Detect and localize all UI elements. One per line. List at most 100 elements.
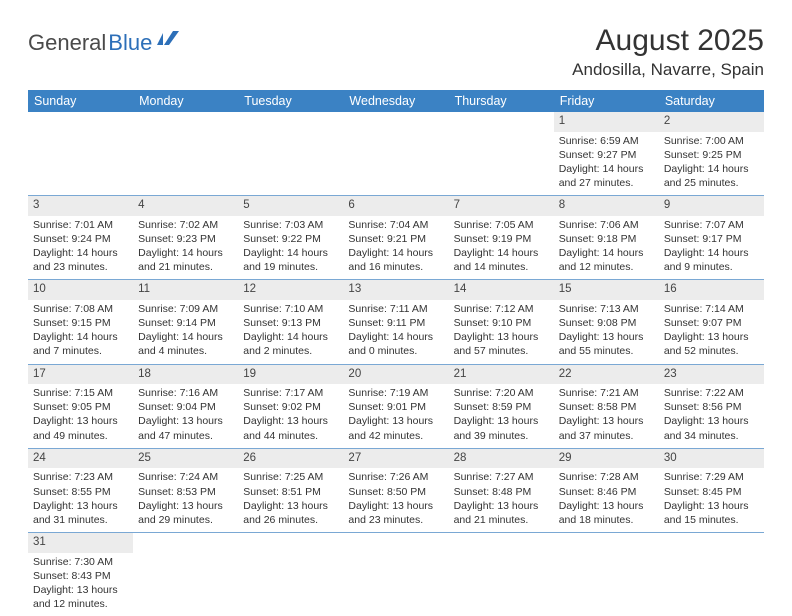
weekday-header-row: Sunday Monday Tuesday Wednesday Thursday… [28, 90, 764, 112]
location: Andosilla, Navarre, Spain [572, 60, 764, 80]
sunrise-text: Sunrise: 7:13 AM [559, 302, 654, 316]
daylight-text: Daylight: 13 hours and 18 minutes. [559, 499, 654, 527]
sunset-text: Sunset: 9:04 PM [138, 400, 233, 414]
calendar-day-cell: 19Sunrise: 7:17 AMSunset: 9:02 PMDayligh… [238, 364, 343, 448]
calendar-day-cell: 18Sunrise: 7:16 AMSunset: 9:04 PMDayligh… [133, 364, 238, 448]
sunset-text: Sunset: 9:22 PM [243, 232, 338, 246]
calendar-week-row: 10Sunrise: 7:08 AMSunset: 9:15 PMDayligh… [28, 280, 764, 364]
sunrise-text: Sunrise: 7:23 AM [33, 470, 128, 484]
calendar-day-cell: 28Sunrise: 7:27 AMSunset: 8:48 PMDayligh… [449, 448, 554, 532]
daylight-text: Daylight: 13 hours and 29 minutes. [138, 499, 233, 527]
daylight-text: Daylight: 13 hours and 52 minutes. [664, 330, 759, 358]
calendar-day-cell [238, 112, 343, 196]
calendar-day-cell: 12Sunrise: 7:10 AMSunset: 9:13 PMDayligh… [238, 280, 343, 364]
day-number: 24 [28, 449, 133, 469]
calendar-day-cell: 13Sunrise: 7:11 AMSunset: 9:11 PMDayligh… [343, 280, 448, 364]
day-number: 23 [659, 365, 764, 385]
calendar-day-cell [343, 533, 448, 616]
daylight-text: Daylight: 14 hours and 27 minutes. [559, 162, 654, 190]
calendar-day-cell: 17Sunrise: 7:15 AMSunset: 9:05 PMDayligh… [28, 364, 133, 448]
logo: General Blue [28, 30, 179, 56]
sunset-text: Sunset: 8:43 PM [33, 569, 128, 583]
sunset-text: Sunset: 9:23 PM [138, 232, 233, 246]
calendar-day-cell: 29Sunrise: 7:28 AMSunset: 8:46 PMDayligh… [554, 448, 659, 532]
sunset-text: Sunset: 9:15 PM [33, 316, 128, 330]
day-number: 7 [449, 196, 554, 216]
daylight-text: Daylight: 13 hours and 15 minutes. [664, 499, 759, 527]
sunrise-text: Sunrise: 7:20 AM [454, 386, 549, 400]
calendar-day-cell [343, 112, 448, 196]
sunset-text: Sunset: 9:27 PM [559, 148, 654, 162]
day-number: 26 [238, 449, 343, 469]
sunset-text: Sunset: 9:08 PM [559, 316, 654, 330]
sunrise-text: Sunrise: 7:24 AM [138, 470, 233, 484]
day-number: 16 [659, 280, 764, 300]
daylight-text: Daylight: 14 hours and 16 minutes. [348, 246, 443, 274]
calendar-day-cell: 2Sunrise: 7:00 AMSunset: 9:25 PMDaylight… [659, 112, 764, 196]
daylight-text: Daylight: 13 hours and 57 minutes. [454, 330, 549, 358]
sunset-text: Sunset: 9:13 PM [243, 316, 338, 330]
sunrise-text: Sunrise: 7:09 AM [138, 302, 233, 316]
month-year: August 2025 [572, 24, 764, 58]
sunset-text: Sunset: 9:14 PM [138, 316, 233, 330]
flag-icon [157, 31, 179, 50]
sunrise-text: Sunrise: 7:03 AM [243, 218, 338, 232]
daylight-text: Daylight: 13 hours and 39 minutes. [454, 414, 549, 442]
sunrise-text: Sunrise: 7:07 AM [664, 218, 759, 232]
day-number: 20 [343, 365, 448, 385]
daylight-text: Daylight: 14 hours and 9 minutes. [664, 246, 759, 274]
sunset-text: Sunset: 8:56 PM [664, 400, 759, 414]
day-number: 6 [343, 196, 448, 216]
calendar-day-cell: 21Sunrise: 7:20 AMSunset: 8:59 PMDayligh… [449, 364, 554, 448]
weekday-header: Saturday [659, 90, 764, 112]
daylight-text: Daylight: 13 hours and 47 minutes. [138, 414, 233, 442]
sunset-text: Sunset: 8:55 PM [33, 485, 128, 499]
daylight-text: Daylight: 14 hours and 14 minutes. [454, 246, 549, 274]
calendar-day-cell: 26Sunrise: 7:25 AMSunset: 8:51 PMDayligh… [238, 448, 343, 532]
calendar-day-cell [28, 112, 133, 196]
calendar-day-cell: 9Sunrise: 7:07 AMSunset: 9:17 PMDaylight… [659, 196, 764, 280]
calendar-day-cell: 6Sunrise: 7:04 AMSunset: 9:21 PMDaylight… [343, 196, 448, 280]
calendar-day-cell: 14Sunrise: 7:12 AMSunset: 9:10 PMDayligh… [449, 280, 554, 364]
sunset-text: Sunset: 8:50 PM [348, 485, 443, 499]
day-number: 1 [554, 112, 659, 132]
day-number: 30 [659, 449, 764, 469]
sunset-text: Sunset: 9:07 PM [664, 316, 759, 330]
sunrise-text: Sunrise: 7:04 AM [348, 218, 443, 232]
calendar-day-cell [133, 533, 238, 616]
sunrise-text: Sunrise: 7:15 AM [33, 386, 128, 400]
daylight-text: Daylight: 13 hours and 12 minutes. [33, 583, 128, 611]
sunset-text: Sunset: 8:53 PM [138, 485, 233, 499]
day-number: 22 [554, 365, 659, 385]
calendar-week-row: 1Sunrise: 6:59 AMSunset: 9:27 PMDaylight… [28, 112, 764, 196]
calendar-day-cell [659, 533, 764, 616]
weekday-header: Wednesday [343, 90, 448, 112]
sunrise-text: Sunrise: 7:29 AM [664, 470, 759, 484]
daylight-text: Daylight: 14 hours and 0 minutes. [348, 330, 443, 358]
daylight-text: Daylight: 14 hours and 21 minutes. [138, 246, 233, 274]
title-block: August 2025 Andosilla, Navarre, Spain [572, 24, 764, 80]
logo-text-general: General [28, 30, 106, 56]
calendar-day-cell: 24Sunrise: 7:23 AMSunset: 8:55 PMDayligh… [28, 448, 133, 532]
calendar-week-row: 24Sunrise: 7:23 AMSunset: 8:55 PMDayligh… [28, 448, 764, 532]
daylight-text: Daylight: 13 hours and 31 minutes. [33, 499, 128, 527]
sunset-text: Sunset: 8:48 PM [454, 485, 549, 499]
calendar-day-cell [133, 112, 238, 196]
sunrise-text: Sunrise: 7:30 AM [33, 555, 128, 569]
daylight-text: Daylight: 13 hours and 23 minutes. [348, 499, 443, 527]
day-number: 31 [28, 533, 133, 553]
sunrise-text: Sunrise: 7:27 AM [454, 470, 549, 484]
sunset-text: Sunset: 9:05 PM [33, 400, 128, 414]
calendar-day-cell: 1Sunrise: 6:59 AMSunset: 9:27 PMDaylight… [554, 112, 659, 196]
calendar-day-cell: 15Sunrise: 7:13 AMSunset: 9:08 PMDayligh… [554, 280, 659, 364]
day-number: 13 [343, 280, 448, 300]
daylight-text: Daylight: 13 hours and 49 minutes. [33, 414, 128, 442]
sunrise-text: Sunrise: 7:28 AM [559, 470, 654, 484]
sunrise-text: Sunrise: 7:12 AM [454, 302, 549, 316]
daylight-text: Daylight: 14 hours and 7 minutes. [33, 330, 128, 358]
sunrise-text: Sunrise: 7:06 AM [559, 218, 654, 232]
calendar-day-cell: 20Sunrise: 7:19 AMSunset: 9:01 PMDayligh… [343, 364, 448, 448]
calendar-day-cell: 5Sunrise: 7:03 AMSunset: 9:22 PMDaylight… [238, 196, 343, 280]
sunrise-text: Sunrise: 7:01 AM [33, 218, 128, 232]
sunset-text: Sunset: 8:51 PM [243, 485, 338, 499]
